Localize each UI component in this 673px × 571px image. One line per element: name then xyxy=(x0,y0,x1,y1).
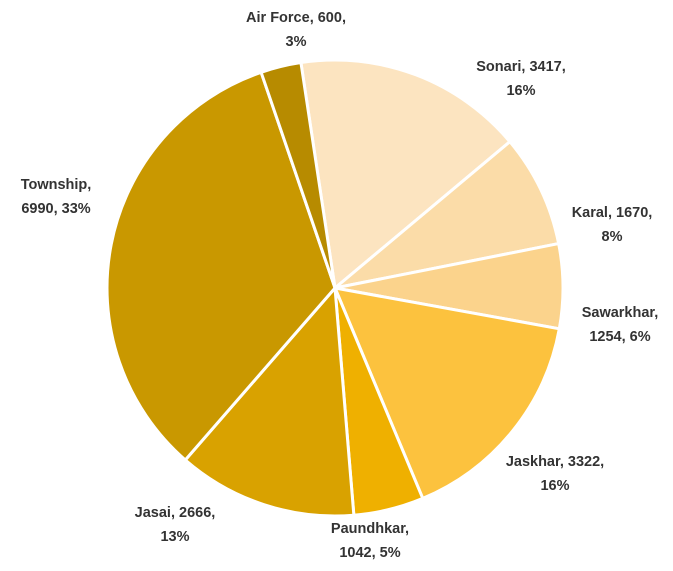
data-label-line-2: 1254, 6% xyxy=(589,329,650,345)
data-label-sonari: Sonari, 3417, 16% xyxy=(476,59,565,99)
pie-slice-township xyxy=(105,70,337,462)
pie-data-labels: Sonari, 3417, 16% Karal, 1670, 8% Sawarkhar,… xyxy=(21,10,659,561)
data-label-line-1: Paundhkar, xyxy=(331,521,409,537)
pie-slices xyxy=(105,58,565,518)
pie-slice-karal xyxy=(333,140,561,290)
pie-slice-jaskhar xyxy=(333,286,561,500)
data-label-line-1: Sawarkhar, xyxy=(582,305,659,321)
data-label-line-2: 6990, 33% xyxy=(21,201,90,217)
data-label-line-2: 13% xyxy=(160,529,189,545)
data-label-line-2: 3% xyxy=(286,34,307,50)
data-label-jasai: Jasai, 2666, 13% xyxy=(135,505,216,545)
pie-slice-air-force xyxy=(259,61,337,290)
data-label-line-1: Sonari, 3417, xyxy=(476,59,565,75)
data-label-line-2: 16% xyxy=(506,83,535,99)
data-label-line-1: Jaskhar, 3322, xyxy=(506,454,604,470)
data-label-paundhkar: Paundhkar, 1042, 5% xyxy=(331,521,409,561)
pie-slice-jasai xyxy=(183,286,356,518)
data-label-sawarkhar: Sawarkhar, 1254, 6% xyxy=(582,305,659,345)
data-label-line-2: 16% xyxy=(540,478,569,494)
pie-slice-sonari xyxy=(299,58,512,290)
data-label-line-2: 1042, 5% xyxy=(339,545,400,561)
data-label-karal: Karal, 1670, 8% xyxy=(572,205,653,245)
data-label-line-1: Karal, 1670, xyxy=(572,205,653,221)
data-label-air-force: Air Force, 600, 3% xyxy=(246,10,346,50)
data-label-line-1: Air Force, 600, xyxy=(246,10,346,26)
data-label-line-2: 8% xyxy=(602,229,623,245)
data-label-line-1: Jasai, 2666, xyxy=(135,505,216,521)
data-label-jaskhar: Jaskhar, 3322, 16% xyxy=(506,454,604,494)
data-label-township: Township, 6990, 33% xyxy=(21,177,92,217)
data-label-line-1: Township, xyxy=(21,177,92,193)
